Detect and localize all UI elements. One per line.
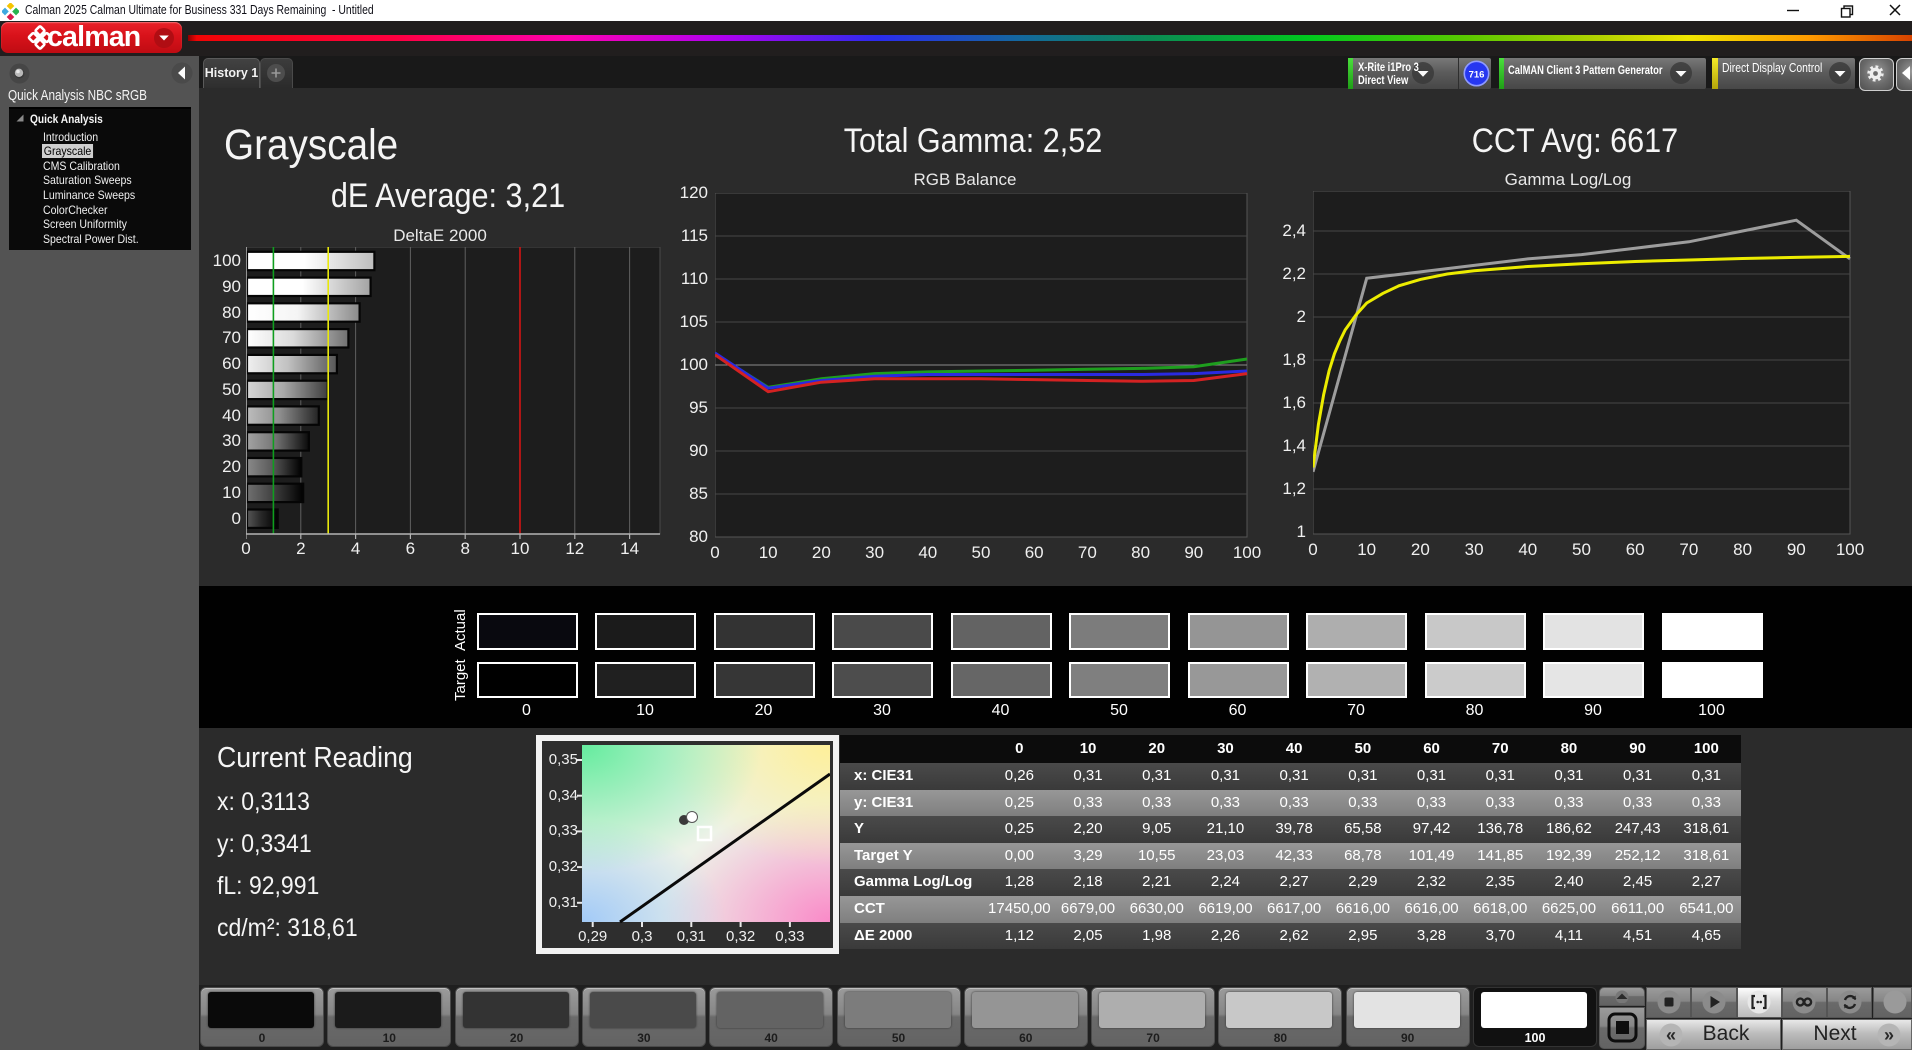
svg-text:716: 716 <box>1469 70 1485 81</box>
svg-text:«: « <box>1666 1025 1676 1045</box>
svg-text:»: » <box>1884 1025 1894 1045</box>
